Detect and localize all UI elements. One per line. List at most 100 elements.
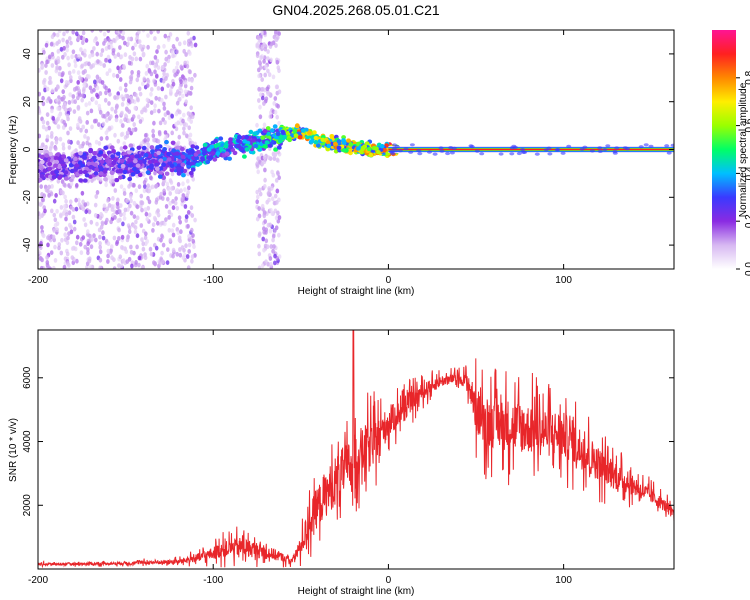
heatmap-noise-cell xyxy=(266,191,271,196)
heatmap-ridge-cell xyxy=(47,166,53,172)
heatmap-noise-cell xyxy=(170,186,174,191)
heatmap-noise-cell xyxy=(178,85,182,91)
heatmap-noise-cell xyxy=(101,113,105,119)
heatmap-noise-cell xyxy=(59,46,64,52)
heatmap-noise-cell xyxy=(130,98,135,104)
heatmap-noise-cell xyxy=(141,107,146,113)
heatmap-noise-cell xyxy=(268,114,273,119)
heatmap-noise-cell xyxy=(71,94,76,99)
heatmap-noise-cell xyxy=(118,45,122,50)
heatmap-noise-cell xyxy=(164,56,168,62)
heatmap-ridge-cell xyxy=(280,129,286,135)
heatmap-ridge-cell xyxy=(147,159,153,165)
heatmap-noise-cell xyxy=(81,235,86,241)
heatmap-noise-cell xyxy=(174,126,179,132)
heatmap-ridge-cell xyxy=(86,161,92,166)
heatmap-noise-cell xyxy=(171,205,176,211)
heatmap-noise-cell xyxy=(160,220,164,226)
heatmap-noise-cell xyxy=(143,235,148,241)
heatmap-ridge-cell xyxy=(128,143,134,148)
heatmap-ridge-cell xyxy=(88,164,94,170)
heatmap-ridge-cell xyxy=(149,163,154,168)
heatmap-noise-cell xyxy=(180,196,185,202)
heatmap-noise-cell xyxy=(146,137,150,143)
heatmap-ridge-cell xyxy=(368,152,374,158)
heatmap-ridge-cell xyxy=(294,123,300,128)
heatmap-noise-cell xyxy=(121,96,126,102)
heatmap-ridge-cell xyxy=(82,169,88,175)
heatmap-noise-cell xyxy=(71,69,76,74)
heatmap-noise-cell xyxy=(38,249,41,255)
heatmap-noise-cell xyxy=(150,184,155,190)
heatmap-ridge-cell xyxy=(177,159,182,164)
heatmap-noise-cell xyxy=(134,56,139,62)
heatmap-noise-cell xyxy=(122,216,127,221)
heatmap-noise-cell xyxy=(56,49,61,54)
heatmap-noise-cell xyxy=(188,51,192,56)
heatmap-noise-cell xyxy=(112,37,116,43)
heatmap-side-cell xyxy=(597,146,603,150)
heatmap-noise-cell xyxy=(137,114,141,120)
heatmap-ridge-cell xyxy=(252,131,258,136)
heatmap-noise-cell xyxy=(140,237,144,243)
heatmap-noise-cell xyxy=(95,190,100,195)
snr-xtick-label: 0 xyxy=(386,575,392,586)
heatmap-ridge-cell xyxy=(73,167,78,172)
heatmap-noise-cell xyxy=(61,71,65,76)
heatmap-noise-cell xyxy=(184,122,189,128)
heatmap-noise-cell xyxy=(44,70,48,75)
heatmap-ridge-cell xyxy=(202,142,208,148)
heatmap-noise-cell xyxy=(38,108,42,114)
heatmap-noise-cell xyxy=(67,145,72,150)
heatmap-noise-cell xyxy=(186,178,190,184)
heatmap-noise-cell xyxy=(118,77,123,82)
heatmap-noise-cell xyxy=(95,221,99,227)
heatmap-noise-cell xyxy=(133,42,138,48)
heatmap-noise-cell xyxy=(137,262,141,268)
heatmap-noise-cell xyxy=(156,44,161,50)
heatmap-noise-cell xyxy=(139,223,144,228)
heatmap-ridge-cell xyxy=(224,151,230,156)
heatmap-noise-cell xyxy=(188,132,193,138)
heatmap-side-cell xyxy=(522,150,528,154)
heatmap-noise-cell xyxy=(125,198,130,203)
heatmap-noise-cell xyxy=(56,59,61,64)
heatmap-noise-cell xyxy=(129,249,134,255)
heatmap-ridge-cell xyxy=(164,139,169,145)
heatmap-ridge-cell xyxy=(273,147,278,152)
heatmap-noise-cell xyxy=(108,91,112,97)
heatmap-noise-cell xyxy=(61,97,65,102)
heatmap-noise-cell xyxy=(92,233,96,239)
heatmap-ridge-cell xyxy=(44,149,49,155)
heatmap-noise-cell xyxy=(48,75,52,81)
heatmap-noise-cell xyxy=(258,114,263,120)
heatmap-side-cell xyxy=(445,151,451,156)
heatmap-noise-cell xyxy=(190,140,195,146)
heatmap-noise-cell xyxy=(171,253,175,259)
heatmap-noise-cell xyxy=(106,248,111,254)
heatmap-noise-cell xyxy=(271,248,275,254)
heatmap-noise-cell xyxy=(81,30,86,36)
heatmap-noise-cell xyxy=(119,54,124,59)
heatmap-noise-cell xyxy=(109,219,113,225)
heatmap-noise-cell xyxy=(190,78,194,83)
heatmap-noise-cell xyxy=(98,30,103,33)
heatmap-noise-cell xyxy=(175,205,180,211)
heatmap-noise-cell xyxy=(153,82,158,87)
heatmap-noise-cell xyxy=(190,254,195,260)
heatmap-noise-cell xyxy=(44,63,48,68)
heatmap-noise-cell xyxy=(61,125,66,130)
heatmap-noise-cell xyxy=(94,100,99,106)
heatmap-noise-cell xyxy=(269,41,274,47)
heatmap-noise-cell xyxy=(271,74,276,80)
heatmap-noise-cell xyxy=(135,215,140,221)
heatmap-noise-cell xyxy=(143,184,147,189)
heatmap-noise-cell xyxy=(49,250,54,256)
heatmap-noise-cell xyxy=(142,172,146,178)
heatmap-noise-cell xyxy=(62,119,66,125)
heatmap-noise-cell xyxy=(68,92,72,97)
heatmap-ridge-cell xyxy=(141,145,147,151)
heatmap-noise-cell xyxy=(129,198,133,204)
heatmap-noise-cell xyxy=(258,191,263,197)
heatmap-noise-cell xyxy=(257,265,262,269)
